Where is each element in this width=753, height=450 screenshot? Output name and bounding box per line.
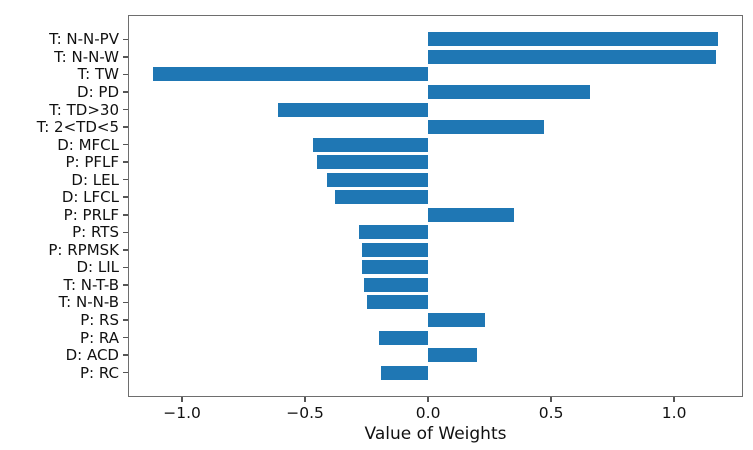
- bar: [278, 102, 429, 117]
- y-tick-label: T: N-T-B: [63, 275, 119, 294]
- bar: [428, 207, 515, 222]
- bar: [381, 365, 429, 380]
- bar: [152, 67, 429, 82]
- bar: [428, 312, 485, 327]
- y-tick-label: T: N-N-PV: [49, 30, 119, 49]
- y-tick-label: D: PD: [77, 83, 119, 101]
- y-tick-mark: [123, 301, 128, 304]
- y-tick-label: D: LIL: [76, 258, 119, 277]
- y-tick-mark: [123, 178, 128, 181]
- bar: [428, 49, 716, 64]
- x-tick-mark: [550, 397, 552, 402]
- y-tick-mark: [123, 371, 128, 374]
- bar: [312, 137, 429, 152]
- bar: [361, 242, 429, 257]
- y-tick-label: D: MFCL: [57, 135, 119, 154]
- x-tick-label: −1.0: [163, 404, 201, 422]
- x-tick-label: 1.0: [661, 404, 687, 422]
- y-tick-label: P: PFLF: [65, 153, 119, 172]
- y-tick-mark: [123, 231, 128, 234]
- bar: [317, 155, 429, 170]
- y-tick-mark: [123, 266, 128, 269]
- y-tick-label: D: LFCL: [61, 188, 119, 207]
- y-tick-mark: [123, 56, 128, 58]
- y-tick-mark: [123, 38, 128, 41]
- y-tick-label: T: N-N-W: [54, 47, 119, 66]
- bar: [428, 32, 719, 47]
- y-tick-mark: [123, 319, 128, 321]
- y-tick-mark: [123, 126, 128, 128]
- y-tick-mark: [123, 284, 128, 286]
- x-tick-label: 0.5: [538, 404, 564, 422]
- y-tick-mark: [123, 196, 128, 198]
- y-tick-label: P: RC: [79, 363, 119, 382]
- y-tick-label: D: LEL: [71, 170, 119, 189]
- x-tick-mark: [304, 397, 306, 402]
- y-tick-mark: [123, 143, 128, 146]
- x-tick-mark: [427, 397, 429, 402]
- y-tick-label: P: PRLF: [63, 205, 119, 224]
- bar: [334, 190, 429, 205]
- y-tick-label: T: N-N-B: [58, 293, 119, 312]
- y-tick-mark: [123, 249, 128, 251]
- y-tick-label: T: 2<TD<5: [36, 118, 119, 137]
- bar: [361, 260, 429, 275]
- y-tick-mark: [123, 354, 128, 356]
- y-tick-label: T: TW: [77, 65, 119, 84]
- y-tick-mark: [123, 214, 128, 216]
- y-tick-label: P: RS: [80, 310, 119, 329]
- bar: [428, 120, 544, 135]
- bar: [364, 277, 429, 292]
- y-tick-mark: [123, 336, 128, 339]
- x-tick-mark: [673, 397, 675, 402]
- y-tick-label: P: RPMSK: [48, 240, 119, 259]
- bar: [359, 225, 429, 240]
- y-tick-label: P: RTS: [72, 223, 119, 242]
- y-tick-label: D: ACD: [65, 346, 119, 365]
- x-axis-title: Value of Weights: [364, 424, 507, 444]
- y-tick-mark: [123, 73, 128, 76]
- x-tick-label: −0.5: [286, 404, 324, 422]
- bar: [428, 85, 591, 99]
- x-tick-mark: [181, 397, 183, 402]
- y-tick-mark: [123, 108, 128, 111]
- x-tick-label: 0.0: [415, 404, 441, 422]
- y-tick-label: T: TD>30: [49, 100, 119, 119]
- bar: [428, 348, 478, 363]
- y-tick-mark: [123, 161, 128, 163]
- bar: [327, 172, 429, 187]
- bar: [366, 295, 429, 310]
- y-tick-mark: [123, 91, 128, 93]
- y-tick-label: P: RA: [80, 328, 119, 347]
- bar: [378, 330, 429, 345]
